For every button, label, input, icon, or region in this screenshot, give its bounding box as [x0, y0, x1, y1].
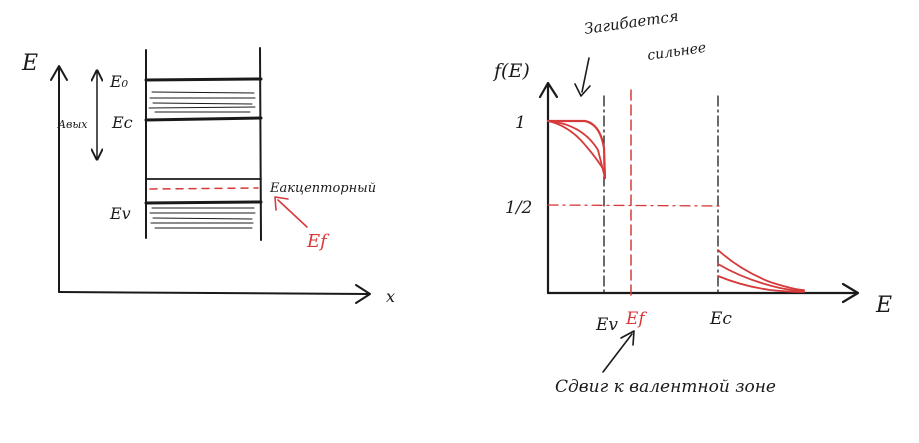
annotation-bends-arrow: [581, 57, 590, 93]
annotation-bends-line1: Загибается: [583, 7, 680, 38]
block-right-wall: [259, 47, 262, 241]
right-y-axis-arrowhead: [538, 81, 559, 99]
fermi-pointer-arrowhead: [274, 196, 289, 211]
left-x-axis-arrowhead: [355, 284, 371, 304]
left-axis-x-label: x: [386, 287, 395, 306]
right-x-axis-arrowhead: [841, 282, 860, 304]
distribution-curves-high: [717, 249, 805, 293]
level-ev-label: Ev: [109, 204, 131, 223]
annotation-bends-arrowhead: [574, 83, 591, 97]
level-ec-label: Ec: [111, 113, 133, 132]
annotation-shift-arrowhead: [620, 330, 635, 346]
annotation-bends-line2: сильнее: [646, 40, 707, 64]
fermi-level-label: Ef: [306, 231, 330, 252]
work-function-label: Aвых: [57, 118, 88, 131]
acceptor-level-label: Eакцепторный: [269, 181, 376, 196]
level-e0-line: [144, 77, 263, 82]
annotation-shift-label: Сдвиг к валентной зоне: [555, 377, 776, 397]
right-axis-fe-label: f(E): [492, 60, 530, 82]
left-axis-e-label: E: [21, 51, 38, 76]
annotation-shift-arrow: [602, 333, 633, 373]
distribution-curves-low: [546, 119, 607, 180]
fermi-dirac-plot: f(E) E 1 1/2 Ev Ef Ec Загибается сильнее: [492, 7, 892, 397]
tick-ef-label: Ef: [625, 309, 647, 329]
conduction-band-hatching: [148, 91, 256, 113]
half-level-line: [547, 204, 721, 207]
left-y-axis-arrowhead: [50, 65, 68, 81]
level-e0-label: E₀: [109, 72, 129, 91]
fermi-pointer-arrow: [277, 199, 308, 228]
level-ev-line: [144, 200, 263, 205]
tick-ev-label: Ev: [595, 315, 618, 335]
tick-one-label: 1: [515, 113, 526, 133]
level-ec-line: [144, 116, 263, 122]
right-axis-e-label: E: [875, 293, 892, 318]
left-x-axis: [58, 291, 369, 295]
band-diagram: E x E₀ Ec Aвых Eакцепторный Ev: [21, 47, 395, 306]
tick-ec-label: Ec: [709, 309, 732, 329]
fermi-level-dashed: [149, 187, 259, 190]
tick-half-label: 1/2: [505, 198, 532, 218]
valence-band-hatching: [149, 207, 256, 229]
